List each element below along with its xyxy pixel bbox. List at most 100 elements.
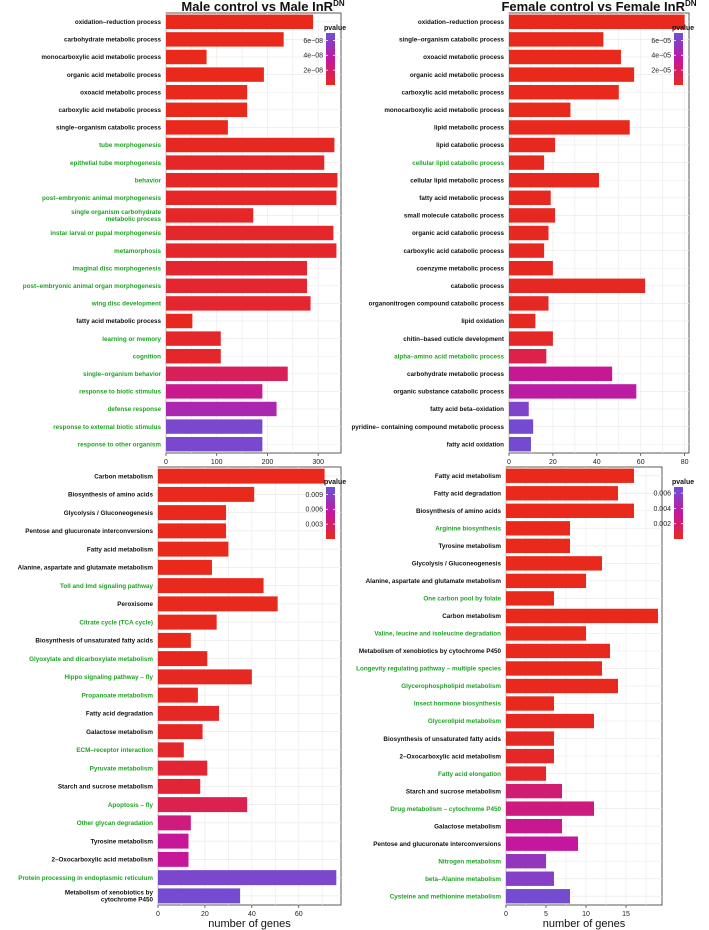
category-label-line: Metabolism of xenobiotics by cytochrome … <box>359 648 502 655</box>
category-label-line: monocarboxylic acid metabolic process <box>384 107 504 114</box>
category-label: Galactose metabolism <box>86 729 153 736</box>
bar <box>158 468 325 484</box>
bar <box>166 243 337 258</box>
category-label-line: Hippo signaling pathway – fly <box>64 674 153 681</box>
category-label-line: oxidation–reduction process <box>75 19 162 26</box>
category-label: 2–Oxocarboxylic acid metabolism <box>400 753 502 760</box>
bar <box>158 815 191 831</box>
bar <box>166 366 288 382</box>
category-label-line: cellular lipid metabolic process <box>410 177 504 184</box>
category-label: Other glycan degradation <box>77 820 153 827</box>
category-label: Glycolysis / Gluconeogenesis <box>64 510 154 517</box>
category-label-line: Carbon metabolism <box>94 473 153 480</box>
bar <box>509 155 545 170</box>
category-label-line: carbohydrate metabolic process <box>407 371 504 378</box>
category-label: epithelial tube morphogenesis <box>70 160 161 167</box>
category-label: beta–Alanine metabolism <box>425 876 501 883</box>
bar <box>506 854 546 869</box>
bar <box>166 436 263 452</box>
category-label: carbohydrate metabolic process <box>64 37 161 44</box>
bar <box>158 870 337 886</box>
category-label: Hippo signaling pathway – fly <box>64 674 153 681</box>
category-label: Glyoxylate and dicarboxylate metabolism <box>29 656 153 663</box>
category-label-line: Protein processing in endoplasmic reticu… <box>18 875 153 882</box>
category-label-line: Drug metabolism – cytochrome P450 <box>390 806 501 813</box>
category-label-line: Biosynthesis of amino acids <box>68 492 154 499</box>
category-label: Drug metabolism – cytochrome P450 <box>390 806 501 813</box>
category-label-line: Apoptosis – fly <box>108 802 154 809</box>
category-label: behavior <box>135 177 162 184</box>
category-label: 2–Oxocarboxylic acid metabolism <box>52 857 154 864</box>
category-label-line: lipid catabolic process <box>436 142 504 149</box>
legend-tick-label: 4e−05 <box>651 53 671 60</box>
category-label: Insect hormone biosynthesis <box>414 701 502 708</box>
category-label-line: response to other organism <box>78 441 162 448</box>
bar <box>509 278 646 294</box>
category-label: single–organism catabolic process <box>56 125 161 132</box>
category-label-line: carboxylic acid metabolic process <box>58 107 161 114</box>
category-label: Glycerophospholipid metabolism <box>401 683 501 690</box>
bar <box>158 833 189 849</box>
bar <box>166 401 277 417</box>
category-label-line: Glycerolipid metabolism <box>428 718 502 725</box>
category-label-line: instar larval or pupal morphogenesis <box>50 230 161 237</box>
bar <box>506 783 562 799</box>
x-tick-label: 200 <box>262 459 274 466</box>
bar <box>166 67 264 82</box>
bar <box>506 801 594 816</box>
category-label-line: single–organism catabolic process <box>399 37 504 44</box>
category-label-line: cognition <box>133 353 161 360</box>
category-label-line: ECM–receptor interaction <box>76 747 153 754</box>
category-label-line: single–organism behavior <box>83 371 162 378</box>
bar <box>166 348 221 364</box>
category-label: Starch and sucrose metabolism <box>58 784 154 791</box>
category-label-line: tube morphogenesis <box>99 142 161 149</box>
category-label: single–organism behavior <box>83 371 162 378</box>
bar <box>166 419 263 434</box>
bar <box>166 225 334 241</box>
x-tick-label: 0 <box>164 459 168 466</box>
category-label-line: Fatty acid degradation <box>434 490 501 497</box>
bar <box>509 32 604 47</box>
category-label-line: defense response <box>107 406 161 413</box>
category-label-line: fatty acid metabolic process <box>419 195 504 202</box>
category-label: Alanine, aspartate and glutamate metabol… <box>18 565 154 572</box>
category-label-line: Fatty acid metabolism <box>87 546 154 553</box>
x-axis-label: number of genes <box>208 918 291 930</box>
category-label-line: organic acid metabolic process <box>410 72 505 79</box>
category-label: oxidation–reduction process <box>418 19 505 26</box>
category-label-line: Insect hormone biosynthesis <box>414 701 502 708</box>
category-label-line: Glycerophospholipid metabolism <box>401 683 501 690</box>
panel-3: Carbon metabolism Biosynthesis of amino a… <box>18 466 346 930</box>
category-label: post–embryonic animal organ morphogenesi… <box>23 283 162 290</box>
category-label: small molecule catabolic process <box>404 213 505 220</box>
category-label: chitin–based cuticle development <box>403 336 505 343</box>
bar <box>166 102 248 118</box>
category-label: carboxylic acid metabolic process <box>401 89 504 96</box>
category-label: Toll and Imd signaling pathway <box>60 583 153 590</box>
x-tick-label: 0 <box>507 459 511 466</box>
x-tick-label: 0 <box>156 911 160 918</box>
bar <box>509 225 549 241</box>
category-label-line: imaginal disc morphogenesis <box>72 265 161 272</box>
category-label-line: Tyrosine metabolism <box>90 838 153 845</box>
category-label-line: Alanine, aspartate and glutamate metabol… <box>366 578 502 585</box>
category-label: Fatty acid elongation <box>438 771 501 778</box>
category-label: oxoacid metabolic process <box>80 89 161 96</box>
category-label-line: Starch and sucrose metabolism <box>58 784 154 791</box>
category-label: organic substance catabolic process <box>393 389 504 396</box>
category-label-line: Nitrogen metabolism <box>438 858 501 865</box>
bar <box>506 871 554 886</box>
bar <box>509 14 685 30</box>
bar <box>509 348 547 364</box>
category-label-line: organic substance catabolic process <box>393 389 504 396</box>
bar <box>158 541 229 557</box>
category-label: oxidation–reduction process <box>75 19 162 26</box>
category-label-line: One carbon pool by folate <box>423 596 501 603</box>
bar <box>509 49 621 65</box>
category-label: Metabolism of xenobiotics by cytochrome P… <box>65 889 154 903</box>
category-label-line: Longevity regulating pathway – multiple … <box>356 666 501 673</box>
legend-tick-label: 0.006 <box>305 507 323 514</box>
bar <box>509 172 599 188</box>
bar <box>158 760 208 776</box>
